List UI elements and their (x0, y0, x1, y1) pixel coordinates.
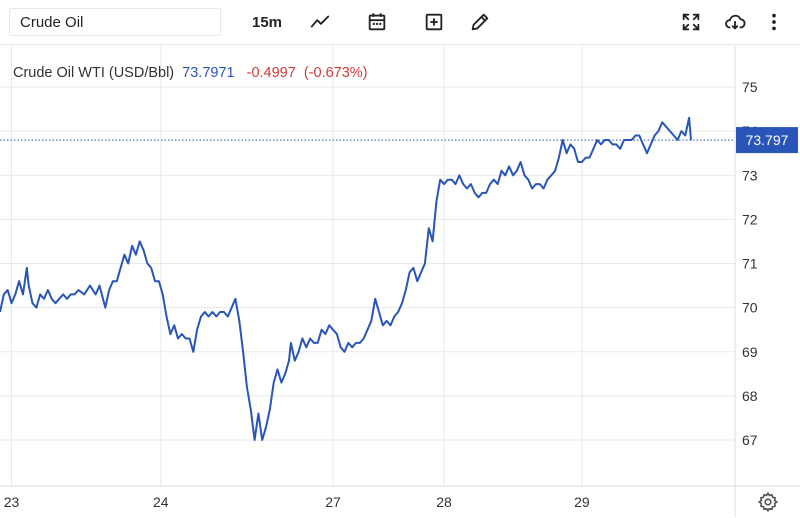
price-series-line (0, 116, 692, 441)
chart-toolbar: 15m (0, 0, 800, 45)
y-tick-label: 68 (742, 388, 758, 404)
current-price-tag: 73.797 (736, 127, 798, 154)
more-icon[interactable] (762, 8, 786, 36)
chart-legend: Crude Oil WTI (USD/Bbl) 73.7971 -0.4997 … (13, 65, 368, 81)
x-gridlines (10, 44, 583, 486)
price-tag-label: 73.797 (746, 132, 789, 148)
x-tick-label: 23 (4, 494, 20, 510)
interval-label: 15m (251, 13, 283, 31)
y-tick-label: 67 (742, 432, 758, 448)
x-axis-labels: 23 24 27 28 29 (4, 494, 590, 510)
legend-change: -0.4997 (246, 65, 296, 81)
y-tick-label: 73 (742, 167, 758, 183)
calendar-icon[interactable] (363, 8, 391, 36)
add-indicator-icon[interactable] (420, 8, 448, 36)
y-tick-label: 69 (742, 344, 758, 360)
y-tick-label: 70 (742, 300, 758, 316)
settings-gear-icon[interactable] (757, 491, 779, 513)
x-tick-label: 27 (325, 494, 341, 510)
y-tick-label: 72 (742, 211, 758, 227)
symbol-search-input[interactable] (9, 8, 221, 36)
y-tick-label: 75 (742, 79, 758, 95)
legend-price: 73.7971 (182, 65, 235, 81)
legend-change-percent: (-0.673%) (303, 65, 368, 81)
x-tick-label: 28 (436, 494, 452, 510)
x-tick-label: 29 (574, 494, 590, 510)
legend-symbol-name: Crude Oil WTI (USD/Bbl) (13, 65, 175, 81)
interval-button[interactable]: 15m (248, 8, 286, 36)
fullscreen-icon[interactable] (677, 8, 705, 36)
x-tick-label: 24 (153, 494, 169, 510)
download-icon[interactable] (720, 8, 750, 36)
chart-type-icon[interactable] (306, 8, 334, 36)
price-tag-box (736, 127, 798, 154)
draw-icon[interactable] (466, 8, 494, 36)
y-tick-label: 71 (742, 256, 758, 272)
